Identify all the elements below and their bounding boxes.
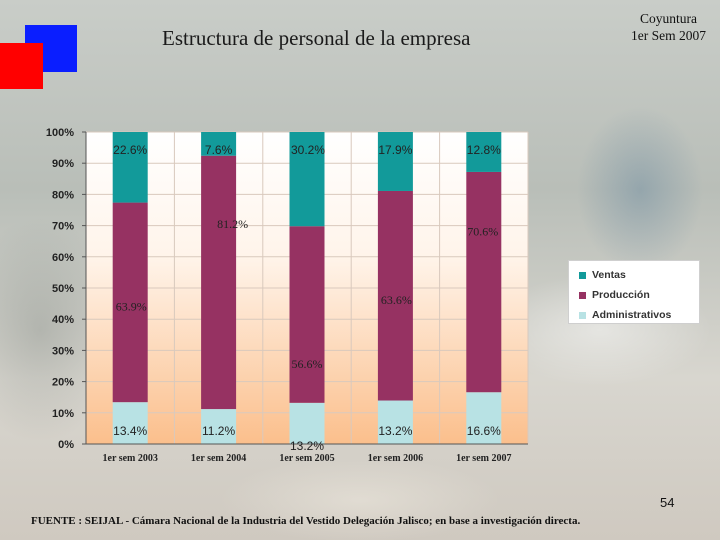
x-tick-label: 1er sem 2003 xyxy=(103,453,158,464)
y-tick-label: 50% xyxy=(52,283,74,295)
value-label-produccion: 63.9% xyxy=(116,299,147,313)
value-label-administrativos: 13.2% xyxy=(290,439,324,453)
value-label-produccion: 63.6% xyxy=(381,293,412,307)
y-tick-label: 70% xyxy=(52,221,74,233)
legend-swatch-administrativos xyxy=(579,311,586,319)
value-labels: 13.4% 63.9% 22.6% 11.2% 81.2% 7.6% 13.2% 56.6% 3… xyxy=(113,143,501,453)
subtitle-line-1: Coyuntura xyxy=(640,11,697,26)
legend-label-ventas: Ventas xyxy=(592,269,626,281)
bar-segment-produccion xyxy=(112,202,148,403)
axes: 0% 10% 20% 30% 40% 50% 60% 70% 80% 90% 100% 1er sem… xyxy=(46,127,528,464)
y-tick-label: 40% xyxy=(52,314,74,326)
value-label-produccion: 70.6% xyxy=(467,224,498,238)
subtitle-line-2: 1er Sem 2007 xyxy=(631,28,706,43)
value-label-produccion: 81.2% xyxy=(217,217,248,231)
page-subtitle: Coyuntura 1er Sem 2007 xyxy=(631,10,706,44)
value-label-administrativos: 16.6% xyxy=(467,424,501,438)
x-tick-label: 1er sem 2007 xyxy=(456,453,511,464)
value-label-administrativos: 11.2% xyxy=(202,424,235,438)
bar-segment-ventas xyxy=(466,132,502,172)
legend-swatch-ventas xyxy=(579,271,586,279)
bar-segment-ventas xyxy=(289,132,325,227)
legend-item-administrativos: Administrativos xyxy=(579,305,699,325)
y-tick-label: 10% xyxy=(52,408,74,420)
value-label-ventas: 17.9% xyxy=(378,143,412,157)
value-label-administrativos: 13.2% xyxy=(378,424,412,438)
bar-segment-produccion xyxy=(466,171,502,393)
bar-segment-ventas xyxy=(377,132,413,191)
decor-red-square xyxy=(0,43,43,89)
source-note: FUENTE : SEIJAL - Cámara Nacional de la … xyxy=(31,515,581,527)
bar-segment-ventas xyxy=(201,132,237,156)
legend-label-administrativos: Administrativos xyxy=(592,309,672,321)
bar-segment-produccion xyxy=(201,155,237,410)
x-tick-label: 1er sem 2005 xyxy=(279,453,334,464)
value-label-ventas: 22.6% xyxy=(113,143,147,157)
x-tick-label: 1er sem 2006 xyxy=(368,453,423,464)
value-label-produccion: 56.6% xyxy=(292,357,323,371)
bar-segment-administrativos xyxy=(112,402,148,444)
value-label-ventas: 7.6% xyxy=(205,143,233,157)
y-tick-label: 30% xyxy=(52,345,74,357)
legend-swatch-produccion xyxy=(579,291,586,299)
value-label-ventas: 30.2% xyxy=(291,143,325,157)
page-title: Estructura de personal de la empresa xyxy=(162,26,471,50)
value-label-ventas: 12.8% xyxy=(467,143,501,157)
y-tick-label: 90% xyxy=(52,158,74,170)
y-tick-label: 20% xyxy=(52,377,74,389)
legend-label-produccion: Producción xyxy=(592,289,650,301)
bars xyxy=(112,132,502,444)
value-label-administrativos: 13.4% xyxy=(113,424,147,438)
y-tick-label: 100% xyxy=(46,127,74,139)
x-tick-label: 1er sem 2004 xyxy=(191,453,246,464)
bar-segment-produccion xyxy=(377,190,413,401)
y-tick-label: 80% xyxy=(52,189,74,201)
bar-segment-produccion xyxy=(289,226,325,403)
y-tick-label: 60% xyxy=(52,252,74,264)
chart-legend: Ventas Producción Administrativos xyxy=(568,260,700,324)
page-number: 54 xyxy=(660,495,675,510)
bar-segment-administrativos xyxy=(201,409,237,444)
legend-item-produccion: Producción xyxy=(579,285,699,305)
legend-item-ventas: Ventas xyxy=(579,265,699,285)
bar-segment-administrativos xyxy=(466,392,502,444)
y-tick-label: 0% xyxy=(58,439,74,451)
bar-segment-ventas xyxy=(112,132,148,203)
bar-segment-administrativos xyxy=(377,400,413,444)
bar-segment-administrativos xyxy=(289,402,325,444)
